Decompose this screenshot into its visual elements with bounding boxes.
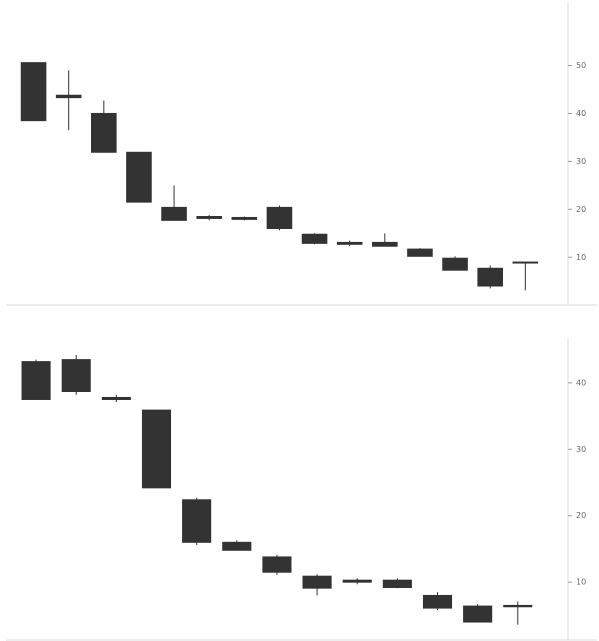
y-tick-label: 20: [576, 205, 586, 214]
y-tick-label: 20: [576, 511, 586, 520]
candle-body: [512, 261, 539, 264]
candle-body: [342, 579, 372, 583]
y-tick-label: 40: [576, 109, 586, 118]
candle-body: [61, 359, 91, 393]
candle-body: [161, 206, 187, 221]
candle-body: [372, 241, 398, 247]
y-tick-label: 10: [576, 578, 586, 587]
candle-body: [231, 216, 258, 220]
candle-body: [101, 396, 131, 400]
candle-body: [463, 605, 493, 623]
candle-body: [182, 499, 212, 543]
y-tick-label: 10: [576, 253, 586, 262]
y-tick-label: 30: [576, 157, 586, 166]
candle-body: [302, 575, 332, 589]
candle-body: [262, 556, 292, 573]
candle-body: [141, 409, 172, 489]
candle-body: [382, 579, 412, 588]
candle-body: [503, 604, 533, 608]
candle-body: [442, 257, 468, 271]
candle-body: [222, 541, 252, 551]
y-tick-label: 40: [576, 378, 586, 387]
candle-body: [91, 112, 117, 153]
candle-body: [266, 206, 293, 229]
candle-body: [301, 233, 328, 244]
y-tick-label: 30: [576, 445, 586, 454]
candle-body: [336, 241, 363, 245]
candle-body: [422, 594, 453, 609]
candle-body: [477, 267, 503, 287]
candle-body: [196, 216, 222, 219]
candle-body: [55, 94, 82, 99]
candle-body: [20, 62, 47, 122]
candle-body: [126, 151, 152, 203]
y-tick-label: 50: [576, 61, 586, 70]
candle-body: [21, 361, 51, 400]
candle-body: [407, 248, 433, 257]
